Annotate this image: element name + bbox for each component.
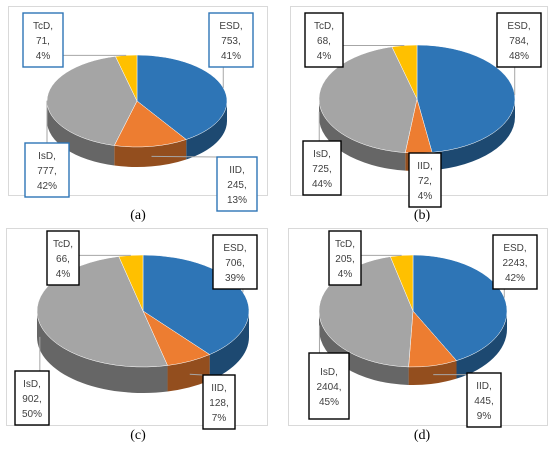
data-label-esd-value: 706, — [225, 258, 244, 269]
data-label-esd-name: ESD, — [507, 21, 530, 32]
data-label-iid-name: IID, — [476, 381, 492, 392]
pie-slice-tcd — [390, 254, 414, 312]
pie-side-isd — [47, 101, 115, 166]
data-label-esd-percent: 48% — [509, 51, 529, 62]
data-label-iid-name: IID, — [417, 161, 433, 172]
pie-slice-tcd — [115, 54, 138, 102]
data-label-tcd-value: 71, — [36, 36, 50, 47]
data-label-tcd-percent: 4% — [317, 51, 332, 62]
data-label-iid-name: IID, — [229, 165, 245, 176]
data-label-esd-value: 753, — [221, 36, 240, 47]
data-label-isd-percent: 42% — [37, 181, 57, 192]
pie-slice-iid — [113, 100, 187, 148]
data-label-tcd-value: 66, — [56, 254, 70, 265]
data-label-iid-value: 445, — [474, 396, 493, 407]
chart-panel-a: ESD, 753, 41% IID, 245, 13% IsD, 777, 42% TcD, 71,… — [8, 6, 268, 212]
pie-side-isd — [319, 99, 406, 171]
data-label-tcd-percent: 4% — [36, 51, 51, 62]
pie-side-esd — [456, 311, 507, 379]
data-labels: ESD, 784, 48% IID, 72, 4% IsD, 725, 44% TcD, 68, 4% — [302, 12, 542, 208]
data-label-tcd-value: 205, — [335, 254, 354, 265]
data-label-tcd-percent: 4% — [56, 269, 71, 280]
pie-slice-esd — [412, 254, 508, 361]
data-label-iid-percent: 4% — [418, 191, 433, 202]
data-label-esd-percent: 41% — [221, 51, 241, 62]
pie-top — [318, 44, 516, 154]
data-label-iid-value: 72, — [418, 176, 432, 187]
data-label-isd-value: 777, — [37, 166, 56, 177]
label-box-esd — [212, 234, 258, 290]
label-box-tcd — [46, 230, 80, 286]
data-label-tcd-name: TcD, — [33, 21, 53, 32]
data-label-esd-value: 784, — [509, 36, 528, 47]
pie-side-iid — [114, 139, 187, 167]
data-label-isd-percent: 50% — [22, 409, 42, 420]
pie-side-esd — [209, 311, 249, 381]
leader-line-iid — [189, 373, 204, 376]
label-box-esd — [492, 234, 538, 290]
data-label-isd-percent: 45% — [319, 397, 339, 408]
pie-side-esd — [432, 99, 515, 171]
label-box-isd — [308, 352, 350, 420]
caption-d: (d) — [413, 428, 431, 443]
data-label-tcd-value: 68, — [317, 36, 331, 47]
label-box-tcd — [328, 230, 362, 286]
data-label-esd-name: ESD, — [223, 243, 246, 254]
pie-side-iid — [167, 354, 210, 392]
label-box-tcd — [22, 12, 64, 68]
label-box-esd — [208, 12, 254, 68]
leader-line-iid — [151, 155, 218, 158]
label-box-isd — [24, 142, 70, 198]
data-labels: ESD, 753, 41% IID, 245, 13% IsD, 777, 42% TcD, 71,… — [22, 12, 258, 212]
data-label-esd-percent: 42% — [505, 273, 525, 284]
label-box-esd — [496, 12, 542, 68]
data-label-iid-value: 128, — [209, 398, 228, 409]
data-label-isd-value: 902, — [22, 394, 41, 405]
data-label-iid-percent: 7% — [212, 413, 227, 424]
data-labels: ESD, 2243, 42% IID, 445, 9% IsD, 2404, 45% TcD, 20… — [308, 230, 538, 428]
data-label-iid-name: IID, — [211, 383, 227, 394]
data-label-isd-value: 725, — [312, 164, 331, 175]
label-box-iid — [466, 372, 502, 428]
pie-top — [46, 54, 228, 148]
chart-panel-d: ESD, 2243, 42% IID, 445, 9% IsD, 2404, 45% TcD, 20… — [288, 228, 548, 428]
data-label-isd-name: IsD, — [23, 379, 41, 390]
label-box-iid — [408, 152, 442, 208]
data-label-tcd-name: TcD, — [335, 239, 355, 250]
data-label-esd-percent: 39% — [225, 273, 245, 284]
data-label-iid-percent: 9% — [477, 411, 492, 422]
data-label-isd-name: IsD, — [320, 367, 338, 378]
label-box-isd — [14, 370, 50, 426]
label-box-iid — [202, 374, 236, 430]
data-label-isd-name: IsD, — [38, 151, 56, 162]
chart-panel-c: ESD, 706, 39% IID, 128, 7% IsD, 902, 50% TcD, 66, 4… — [6, 228, 268, 430]
pie-side-isd — [319, 311, 409, 385]
data-label-tcd-percent: 4% — [338, 269, 353, 280]
label-box-isd — [302, 140, 342, 196]
data-label-isd-value: 2404, — [316, 382, 341, 393]
chart-panel-b: ESD, 784, 48% IID, 72, 4% IsD, 725, 44% TcD, 68, 4% — [290, 6, 548, 208]
pie-side-walls — [319, 311, 507, 385]
data-label-tcd-name: TcD, — [314, 21, 334, 32]
label-box-tcd — [304, 12, 344, 68]
caption-a: (a) — [130, 208, 146, 223]
pie-side-isd — [37, 311, 168, 393]
data-label-iid-percent: 13% — [227, 195, 247, 206]
data-label-tcd-name: TcD, — [53, 239, 73, 250]
data-label-esd-value: 2243, — [502, 258, 527, 269]
pie-side-iid — [408, 360, 457, 385]
pie-slice-isd — [318, 46, 418, 153]
caption-c: (c) — [130, 428, 146, 443]
data-labels: ESD, 706, 39% IID, 128, 7% IsD, 902, 50% TcD, 66, 4… — [14, 230, 258, 430]
label-box-iid — [216, 156, 258, 212]
data-label-iid-value: 245, — [227, 180, 246, 191]
data-label-isd-name: IsD, — [313, 149, 331, 160]
data-label-esd-name: ESD, — [503, 243, 526, 254]
pie-slice-esd — [416, 44, 516, 153]
data-label-isd-percent: 44% — [312, 179, 332, 190]
data-label-esd-name: ESD, — [219, 21, 242, 32]
pie-side-walls — [37, 311, 249, 393]
caption-b: (b) — [413, 208, 431, 223]
